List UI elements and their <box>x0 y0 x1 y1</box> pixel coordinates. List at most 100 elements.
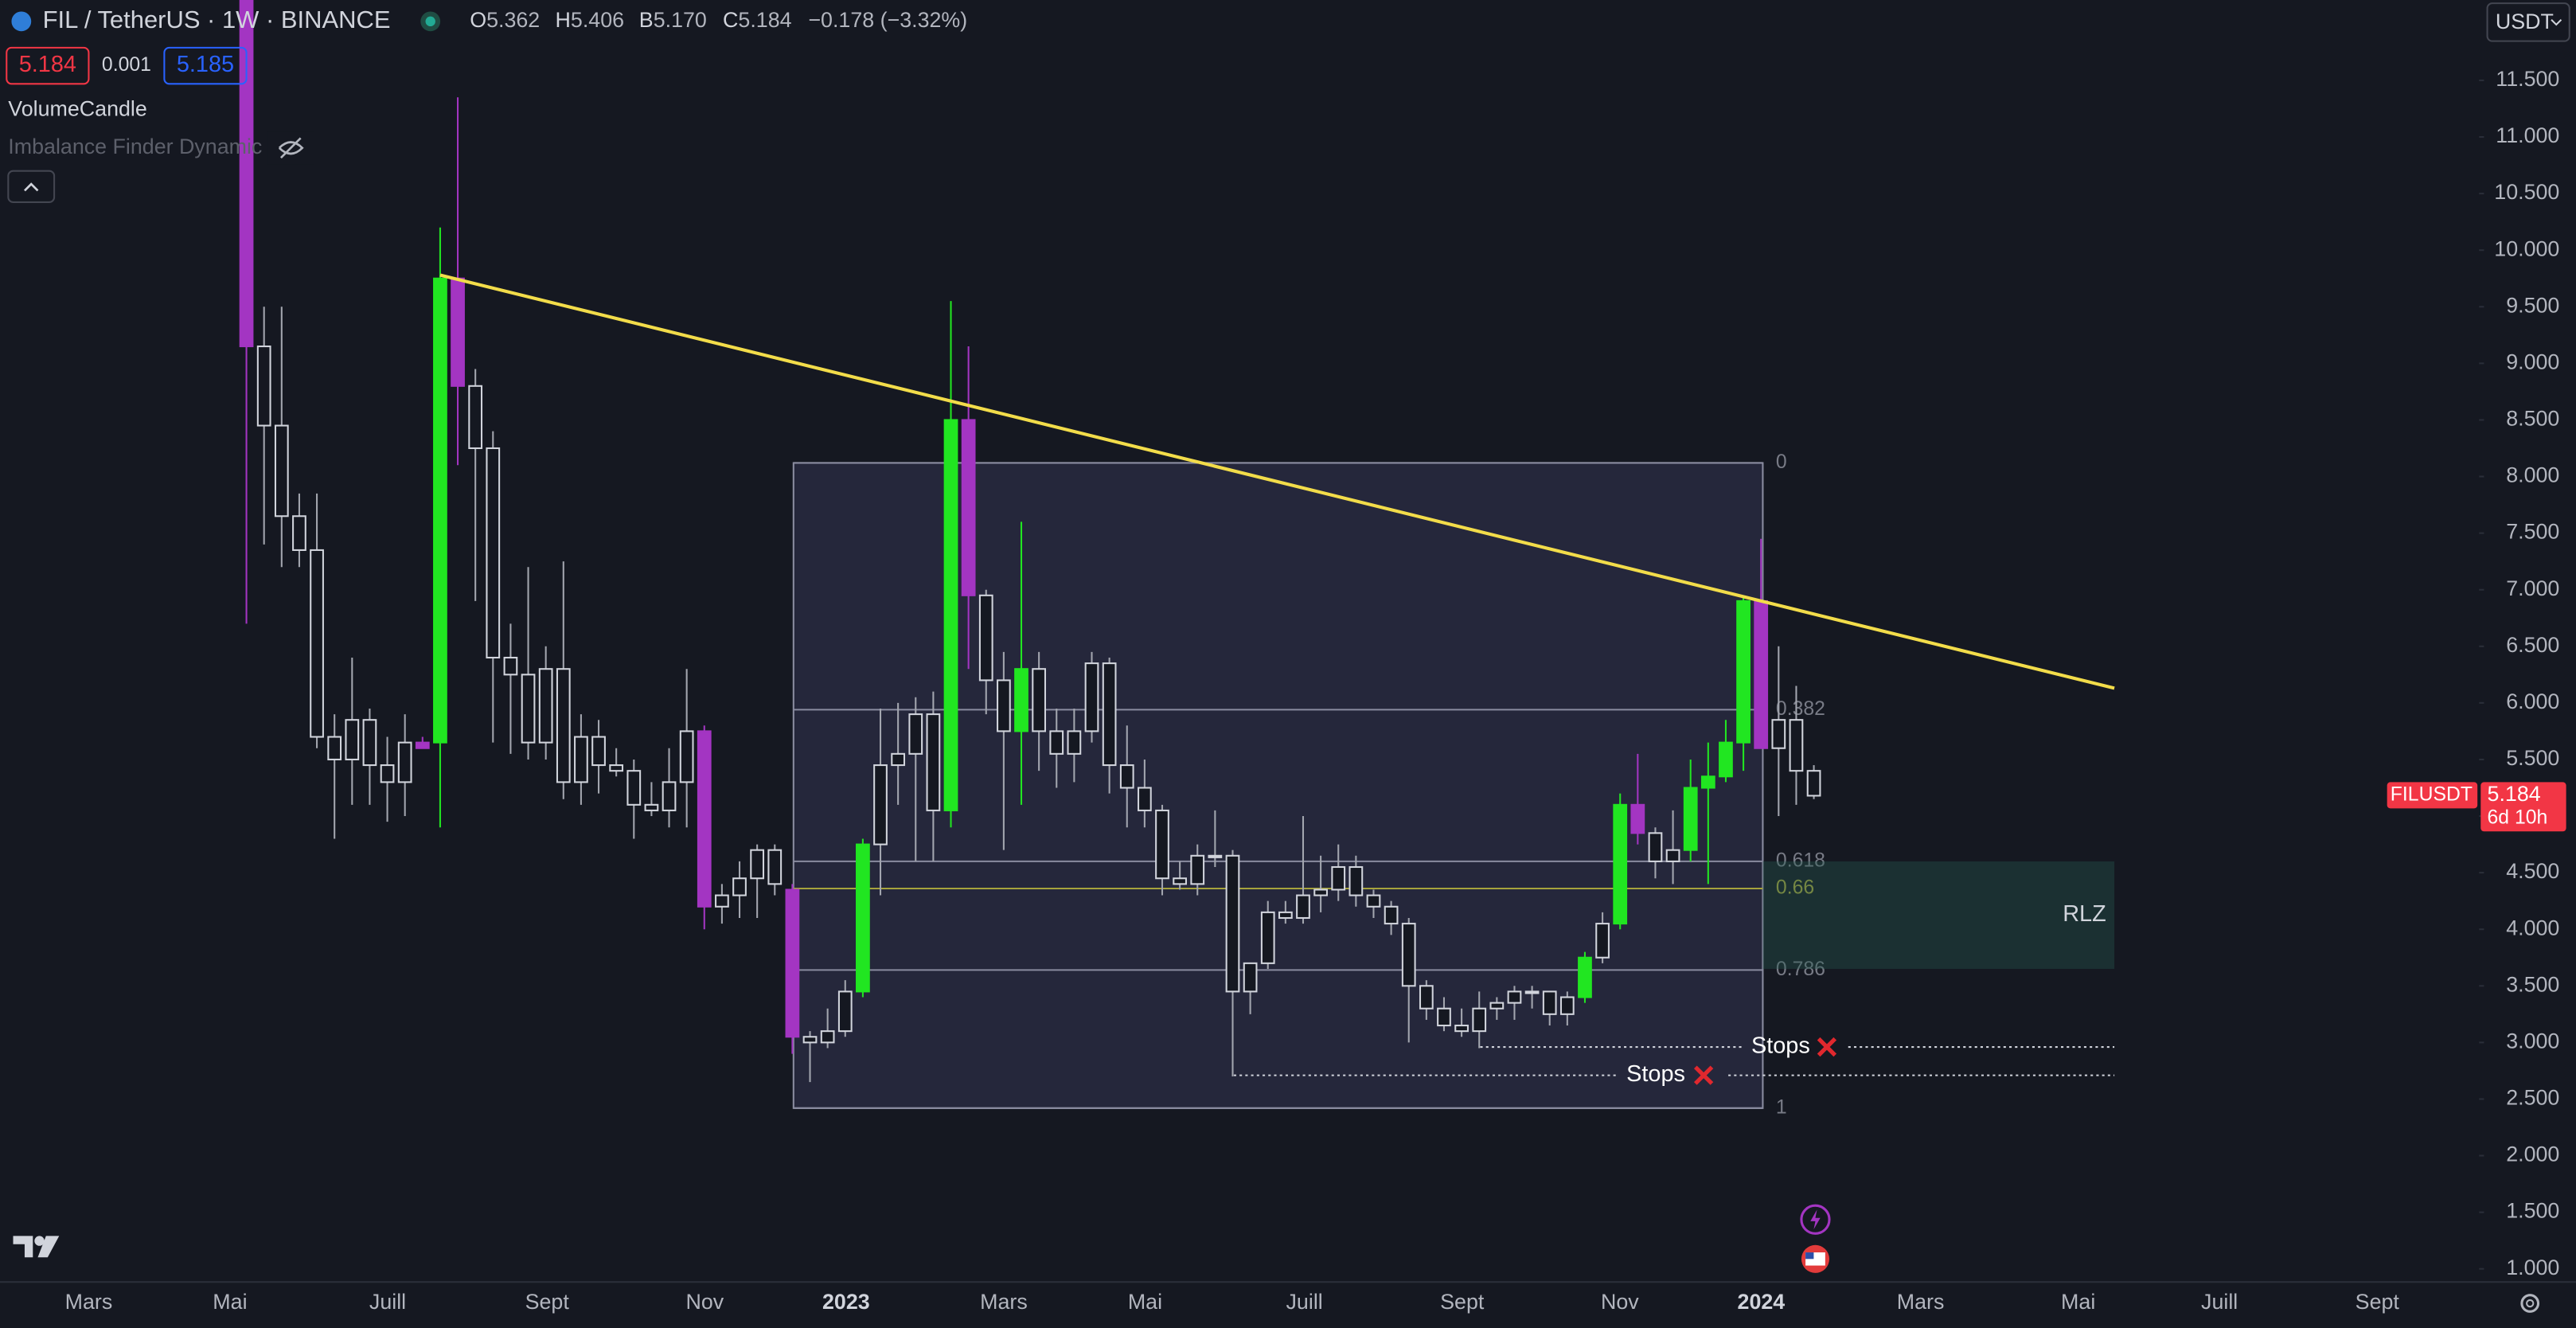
candle-body <box>1613 803 1628 925</box>
ohlc-item: B5.170 <box>639 8 707 32</box>
indicator-label[interactable]: Imbalance Finder Dynamic <box>8 135 262 158</box>
fib-label: 1 <box>1776 1096 1787 1118</box>
y-tick-label: 11.000 <box>2496 123 2559 147</box>
candle-body <box>1719 741 1733 778</box>
candle-body <box>1348 865 1364 896</box>
candle-body <box>961 419 976 596</box>
y-tick-label: 3.000 <box>2506 1029 2559 1053</box>
x-tick-label: Sept <box>525 1290 570 1314</box>
candle-body <box>1648 832 1663 862</box>
ohlc-key: O <box>470 8 486 32</box>
candle-body <box>591 736 606 767</box>
candle-body <box>1472 1007 1487 1033</box>
y-tick-label: 2.500 <box>2506 1086 2559 1110</box>
sell-box[interactable] <box>6 46 90 85</box>
x-tick-label: Mai <box>1128 1290 1162 1314</box>
candle-body <box>503 656 518 676</box>
candle-body <box>380 764 395 783</box>
candle-body <box>856 843 870 993</box>
rlz-label: RLZ <box>2063 901 2106 927</box>
candle-body <box>1155 809 1169 880</box>
candle-body <box>1454 1025 1469 1033</box>
candle-body <box>1173 877 1187 885</box>
x-tick-label: Juill <box>2201 1290 2238 1314</box>
candle-body <box>1296 894 1310 920</box>
stop-x-icon <box>1693 1065 1714 1085</box>
candle-body <box>1700 775 1715 789</box>
symbol-tag-label: FILUSDT <box>2391 783 2473 805</box>
candle-body <box>1260 911 1275 964</box>
currency-label: USDT <box>2496 10 2554 33</box>
y-tick-label: 8.500 <box>2506 407 2559 431</box>
y-tick-label: 10.500 <box>2494 180 2559 204</box>
price-tag-countdown: 6d 10h <box>2488 807 2548 828</box>
candle-body <box>978 594 993 682</box>
y-tick-label: 7.000 <box>2506 576 2559 600</box>
collapse-chevron <box>24 182 39 192</box>
currency-chevron <box>2551 19 2562 26</box>
ohlc-value: 5.362 <box>486 8 540 32</box>
y-tick-label: 1.000 <box>2506 1256 2559 1279</box>
candle-body <box>433 277 447 744</box>
candle-body <box>662 781 677 811</box>
y-tick-label: 6.000 <box>2506 689 2559 713</box>
candle-body <box>1542 990 1557 1015</box>
x-tick-label: Nov <box>686 1290 724 1314</box>
candle-body <box>820 1030 835 1044</box>
candle-body <box>1331 865 1346 891</box>
y-tick-label: 9.500 <box>2506 293 2559 317</box>
price-tag-value: 5.184 <box>2488 782 2541 806</box>
candle-body <box>1736 600 1751 744</box>
collapse-button[interactable] <box>7 170 56 203</box>
x-tick-label: Mai <box>2061 1290 2095 1314</box>
x-tick-label: 2023 <box>822 1290 870 1314</box>
candle-body <box>1049 730 1064 755</box>
candle-body <box>1771 719 1786 749</box>
ohlc-item: H5.406 <box>556 8 625 32</box>
symbol-title[interactable]: FIL / TetherUS · 1W · BINANCE <box>43 6 391 33</box>
candle-body <box>1806 770 1821 797</box>
ohlc-item: C5.184 <box>723 8 792 32</box>
buy-box[interactable] <box>163 46 248 85</box>
settings-icon[interactable] <box>2520 1294 2540 1313</box>
candle-body <box>1489 1002 1505 1010</box>
currency-button[interactable] <box>2486 2 2570 42</box>
candle-body <box>1102 662 1117 767</box>
candle-body <box>256 346 271 427</box>
candle-body <box>1401 923 1416 987</box>
candle-body <box>626 770 642 806</box>
candle-body <box>802 1036 818 1044</box>
candle-body <box>609 764 624 772</box>
fib-label: 0.382 <box>1776 698 1825 720</box>
spread: 0.001 <box>102 54 151 76</box>
buy-price: 5.185 <box>177 52 234 77</box>
candle-body <box>1559 996 1575 1015</box>
candle-body <box>1032 668 1047 732</box>
event-icons <box>1800 1204 1831 1273</box>
y-tick-label: 10.000 <box>2494 236 2559 260</box>
indicator-label[interactable]: VolumeCandle <box>8 96 146 120</box>
ohlc-key: H <box>556 8 571 32</box>
y-tick-label: 11.500 <box>2496 67 2559 91</box>
hidden-eye-icon[interactable] <box>278 137 304 159</box>
candle-body <box>1683 787 1698 851</box>
x-tick-label: Mars <box>65 1290 113 1314</box>
candle-body <box>345 719 360 760</box>
rlz-zone <box>1762 861 2115 969</box>
candle-body <box>274 424 289 518</box>
symbol-icon <box>11 11 441 32</box>
candle-body <box>767 849 783 885</box>
tv-logo <box>13 1236 60 1258</box>
candle-body <box>310 549 324 738</box>
y-tick-label: 7.500 <box>2506 520 2559 544</box>
candle-body <box>1014 668 1028 732</box>
candle-body <box>873 764 888 846</box>
candle-body <box>1578 956 1592 998</box>
x-tick-label: Sept <box>2355 1290 2400 1314</box>
candle-body <box>1419 985 1434 1010</box>
candle-body <box>451 277 465 387</box>
x-tick-label: Sept <box>1440 1290 1485 1314</box>
candle-body <box>732 877 747 896</box>
